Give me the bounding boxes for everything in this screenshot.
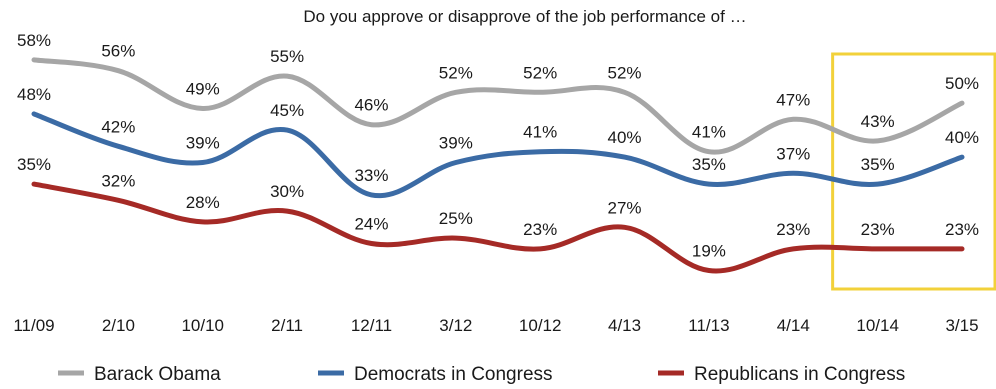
republicans-in-congress-data-label: 25%: [439, 209, 473, 228]
republicans-in-congress-data-label: 30%: [270, 182, 304, 201]
republicans-in-congress-data-label: 28%: [186, 193, 220, 212]
barack-obama-data-label: 58%: [17, 31, 51, 50]
democrats-in-congress-data-label: 41%: [523, 123, 557, 142]
highlight-box: [831, 52, 996, 291]
barack-obama-data-label: 52%: [523, 63, 557, 82]
democrats-in-congress-data-label: 35%: [692, 155, 726, 174]
republicans-in-congress-data-label: 23%: [945, 220, 979, 239]
barack-obama-data-label: 56%: [101, 42, 135, 61]
barack-obama-data-label: 46%: [354, 96, 388, 115]
democrats-in-congress-series-line: [31, 111, 965, 199]
barack-obama-data-label: 52%: [608, 63, 642, 82]
x-tick-label: 4/14: [777, 316, 810, 335]
legend-item-barack-obama: Barack Obama: [58, 364, 221, 385]
x-tick-label: 3/12: [439, 316, 472, 335]
x-tick-label: 12/11: [351, 316, 392, 335]
x-tick-label: 11/13: [688, 316, 729, 335]
democrats-in-congress-data-label: 37%: [776, 144, 810, 163]
x-tick-label: 10/14: [856, 316, 899, 335]
barack-obama-data-label: 43%: [861, 112, 895, 131]
x-tick-label: 4/13: [608, 316, 641, 335]
republicans-in-congress-data-label: 23%: [861, 220, 895, 239]
republicans-in-congress-data-label: 19%: [692, 242, 726, 261]
legend-label: Republicans in Congress: [694, 364, 905, 385]
x-tick-label: 10/12: [519, 316, 562, 335]
x-tick-label: 2/11: [271, 316, 303, 335]
democrats-in-congress-data-label: 40%: [945, 128, 979, 147]
x-tick-label: 11/09: [13, 316, 54, 335]
legend-item-republicans-in-congress: Republicans in Congress: [658, 364, 905, 385]
barack-obama-data-label: 55%: [270, 47, 304, 66]
democrats-in-congress-data-label: 45%: [270, 101, 304, 120]
democrats-in-congress-data-label: 33%: [354, 166, 388, 185]
republicans-in-congress-data-label: 35%: [17, 155, 51, 174]
republicans-in-congress-data-label: 23%: [523, 220, 557, 239]
barack-obama-series-line: [31, 57, 965, 155]
legend-label: Barack Obama: [94, 364, 221, 385]
republicans-in-congress-data-label: 23%: [776, 220, 810, 239]
barack-obama-data-label: 49%: [186, 80, 220, 99]
democrats-in-congress-data-label: 42%: [101, 117, 135, 136]
legend-item-democrats-in-congress: Democrats in Congress: [318, 364, 553, 385]
barack-obama-data-label: 50%: [945, 74, 979, 93]
republicans-in-congress-data-label: 24%: [354, 215, 388, 234]
republicans-in-congress-data-label: 32%: [101, 171, 135, 190]
democrats-in-congress-data-label: 39%: [439, 134, 473, 153]
republicans-in-congress-series-line: [31, 181, 965, 274]
democrats-in-congress-data-label: 39%: [186, 134, 220, 153]
legend-label: Democrats in Congress: [354, 364, 553, 385]
democrats-in-congress-data-label: 35%: [861, 155, 895, 174]
x-tick-label: 3/15: [945, 316, 978, 335]
republicans-in-congress-data-label: 27%: [608, 198, 642, 217]
chart-title: Do you approve or disapprove of the job …: [303, 7, 746, 26]
barack-obama-data-label: 47%: [776, 90, 810, 109]
x-tick-label: 2/10: [102, 316, 135, 335]
barack-obama-data-label: 52%: [439, 63, 473, 82]
x-tick-label: 10/10: [181, 316, 224, 335]
democrats-in-congress-data-label: 40%: [608, 128, 642, 147]
barack-obama-data-label: 41%: [692, 123, 726, 142]
democrats-in-congress-data-label: 48%: [17, 85, 51, 104]
